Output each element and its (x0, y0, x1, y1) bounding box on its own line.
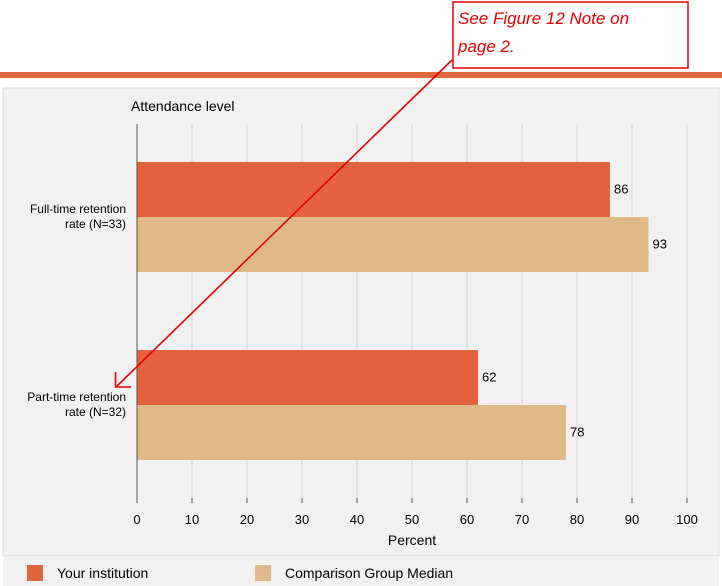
x-tick-label: 30 (295, 512, 309, 527)
chart-title: Attendance level (131, 98, 235, 114)
legend-swatch-comparison-group-median (255, 565, 271, 581)
x-axis-label: Percent (388, 532, 436, 548)
x-tick-label: 50 (405, 512, 419, 527)
x-tick-label: 0 (133, 512, 140, 527)
annotation-text-line1: See Figure 12 Note on (458, 9, 629, 28)
data-label-your-institution-1: 86 (614, 182, 628, 197)
bar-your-institution-1 (137, 162, 610, 217)
bar-comparison-2 (137, 405, 566, 460)
top-rule (0, 72, 722, 78)
x-tick-label: 20 (240, 512, 254, 527)
x-tick-label: 70 (515, 512, 529, 527)
x-tick-label: 90 (625, 512, 639, 527)
data-label-comparison-2: 78 (570, 425, 584, 440)
legend-swatch-your-institution (27, 565, 43, 581)
bar-comparison-1 (137, 217, 649, 272)
x-tick-label: 10 (185, 512, 199, 527)
chart-panel (3, 88, 719, 556)
x-tick-label: 80 (570, 512, 584, 527)
x-tick-label: 60 (460, 512, 474, 527)
data-label-comparison-1: 93 (653, 237, 667, 252)
x-tick-label: 40 (350, 512, 364, 527)
legend-label-comparison-group-median: Comparison Group Median (285, 565, 453, 581)
data-label-your-institution-2: 62 (482, 370, 496, 385)
legend-label-your-institution: Your institution (57, 565, 148, 581)
annotation-text-line2: page 2. (457, 37, 515, 56)
x-tick-label: 100 (676, 512, 698, 527)
bar-your-institution-2 (137, 350, 478, 405)
